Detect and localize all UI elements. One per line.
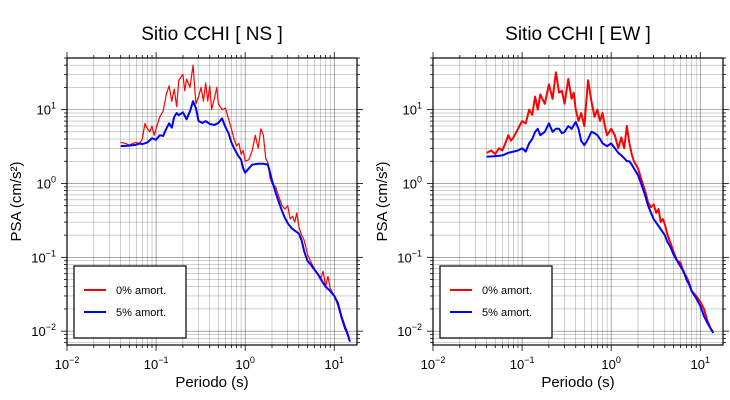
y-tick-exponent: −1 [412,248,422,258]
y-tick-exponent: 0 [417,174,422,184]
legend-box [439,265,553,339]
tick-marks [427,52,729,351]
x-tick-label: 100 [601,355,620,372]
series-line-undamped [486,71,715,334]
series-line-undamped [120,64,351,342]
series-line-damped-5pct [486,120,715,334]
x-tick-base: 10 [235,357,249,372]
y-tick-label: 10−2 [397,322,422,339]
legend-label: 0% amort. [116,285,166,297]
y-tick-base: 10 [37,176,51,191]
chart-panel-ew: 10−2 10−1 100 101 10−2 10−1 100 101 Sitio CCHI [… [366,0,730,400]
x-tick-exponent: 1 [705,355,710,365]
chart-panel-ns: 10−2 10−1 100 101 10−2 10−1 100 101 Sitio CCHI [… [8,24,363,391]
x-tick-exponent: 1 [339,355,344,365]
y-tick-exponent: −2 [46,322,56,332]
y-tick-label: 10−2 [31,322,56,339]
y-tick-base: 10 [37,103,51,118]
x-tick-label: 10−2 [55,355,80,372]
y-tick-label: 100 [37,174,56,191]
y-tick-exponent: 1 [417,101,422,111]
x-tick-base: 10 [144,357,158,372]
x-tick-label: 101 [325,355,344,372]
x-tick-exponent: 0 [616,355,621,365]
x-tick-label: 10−2 [421,355,446,372]
x-axis-label: Periodo (s) [175,374,248,391]
x-tick-exponent: −1 [158,355,168,365]
y-tick-base: 10 [31,324,45,339]
legend-label: 5% amort. [116,307,166,319]
y-tick-base: 10 [397,324,411,339]
legend-label: 0% amort. [482,285,532,297]
x-tick-label: 10−1 [510,355,535,372]
x-axis-label: Periodo (s) [541,374,614,391]
legend-label: 5% amort. [482,307,532,319]
y-tick-base: 10 [397,250,411,265]
legend: 0% amort. 5% amort. [73,265,187,339]
x-tick-exponent: 0 [250,355,255,365]
x-tick-exponent: −2 [69,355,79,365]
chart-title: Sitio CCHI [ NS ] [141,24,282,45]
x-tick-base: 10 [55,357,69,372]
x-tick-label: 100 [235,355,254,372]
x-tick-base: 10 [325,357,339,372]
plot-frame [432,57,724,346]
x-tick-exponent: −1 [524,355,534,365]
chart-title: Sitio CCHI [ EW ] [505,24,651,45]
y-tick-base: 10 [31,250,45,265]
y-tick-base: 10 [403,103,417,118]
x-tick-exponent: −2 [435,355,445,365]
legend: 0% amort. 5% amort. [439,265,553,339]
y-tick-label: 100 [403,174,422,191]
legend-box [73,265,187,339]
x-tick-base: 10 [510,357,524,372]
x-tick-label: 101 [691,355,710,372]
x-tick-label: 10−1 [144,355,169,372]
y-tick-label: 10−1 [397,248,422,265]
x-tick-base: 10 [421,357,435,372]
y-tick-label: 101 [37,101,56,118]
tick-marks [61,52,363,351]
series-line-damped-5pct [120,100,351,343]
y-tick-exponent: −1 [46,248,56,258]
y-tick-exponent: −2 [412,322,422,332]
y-axis-label: PSA (cm/s²) [374,161,391,241]
y-tick-exponent: 1 [51,101,56,111]
y-axis-label: PSA (cm/s²) [8,161,25,241]
y-tick-label: 101 [403,101,422,118]
x-tick-base: 10 [601,357,615,372]
x-tick-base: 10 [691,357,705,372]
plot-frame [66,57,358,346]
y-tick-base: 10 [403,176,417,191]
y-tick-label: 10−1 [31,248,56,265]
y-tick-exponent: 0 [51,174,56,184]
